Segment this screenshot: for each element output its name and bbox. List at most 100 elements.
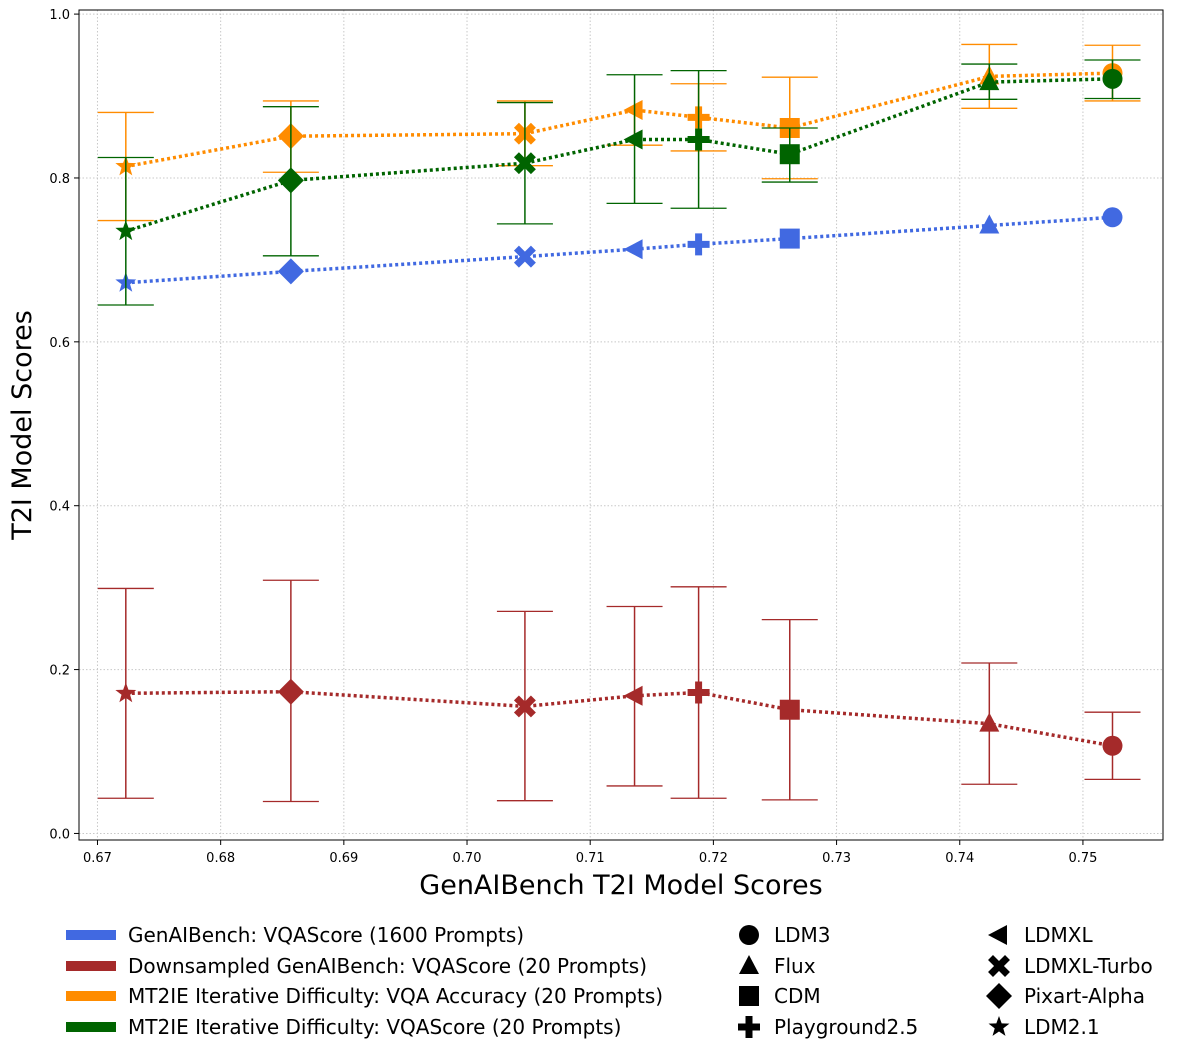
legend-entry: LDM2.1 — [986, 1012, 1153, 1043]
legend-entry: Downsampled GenAIBench: VQAScore (20 Pro… — [66, 951, 663, 982]
data-point-triangle-up — [979, 214, 1000, 234]
data-point-diamond — [277, 258, 304, 285]
y-tick-label: 0.6 — [49, 336, 70, 351]
legend-label: LDMXL-Turbo — [1024, 953, 1153, 978]
legend-entry: CDM — [736, 981, 918, 1012]
x-tick-label: 0.70 — [453, 851, 482, 866]
data-point-triangle-left — [623, 239, 643, 260]
triangle-left-marker — [988, 925, 1007, 946]
legend-label: Pixart-Alpha — [1024, 984, 1145, 1009]
series-3 — [97, 59, 1141, 306]
series — [97, 43, 1141, 803]
legend-entry: GenAIBench: VQAScore (1600 Prompts) — [66, 920, 663, 951]
data-point-square — [779, 699, 800, 720]
legend-swatch — [66, 960, 116, 971]
series-line — [125, 77, 1113, 233]
plot-frame — [78, 9, 1164, 841]
x-tick-label: 0.74 — [945, 851, 974, 866]
x-tick-label: 0.71 — [576, 851, 605, 866]
data-point-diamond — [277, 167, 304, 194]
legend-label: LDM2.1 — [1024, 1014, 1100, 1039]
x-tick-label: 0.68 — [206, 851, 235, 866]
plus-marker — [738, 1015, 760, 1038]
y-tick-label: 0.2 — [49, 664, 70, 679]
x-tick-label: 0.69 — [329, 851, 358, 866]
triangle-up-icon — [736, 953, 762, 979]
legend-series: GenAIBench: VQAScore (1600 Prompts) Downs… — [66, 920, 663, 1042]
chart-canvas: 0.67 0.68 0.69 0.70 0.71 0.72 0.73 0.74 0.75 0.0 0… — [7, 8, 1164, 901]
data-point-circle — [1102, 735, 1123, 756]
x-icon — [986, 953, 1012, 979]
y-tick-label: 0.4 — [49, 500, 70, 515]
data-point-x — [513, 695, 536, 718]
data-point-diamond — [277, 678, 304, 705]
data-point-x — [513, 245, 536, 268]
data-point-star — [115, 220, 137, 241]
y-tick-label: 0.8 — [49, 172, 70, 187]
x-marker — [988, 954, 1010, 977]
data-point-plus — [687, 128, 710, 151]
legend-label: LDMXL — [1024, 923, 1093, 948]
legend-entry: MT2IE Iterative Difficulty: VQAScore (20… — [66, 1012, 663, 1043]
plus-icon — [736, 1014, 762, 1040]
legend-markers: LDMXL LDMXL-Turbo Pixart-Alpha LDM2.1 — [986, 920, 1153, 1042]
y-tick-label: 1.0 — [49, 8, 70, 23]
data-point-star — [115, 682, 137, 703]
legend-swatch — [66, 991, 116, 1002]
triangle-up-marker — [739, 954, 759, 974]
diamond-icon — [986, 983, 1012, 1010]
legend-entry: LDM3 — [736, 920, 918, 951]
axis-ticks: 0.67 0.68 0.69 0.70 0.71 0.72 0.73 0.74 0.75 0.0 0… — [49, 8, 1097, 866]
x-tick-label: 0.73 — [822, 851, 851, 866]
grid — [79, 10, 1163, 840]
legend-entry: MT2IE Iterative Difficulty: VQA Accuracy… — [66, 981, 663, 1012]
data-point-plus — [687, 233, 710, 256]
legend-label: GenAIBench: VQAScore (1600 Prompts) — [128, 923, 525, 948]
data-point-circle — [1102, 68, 1123, 89]
data-point-triangle-up — [979, 712, 1000, 732]
legend-label: CDM — [774, 984, 821, 1009]
legend-entry: Playground2.5 — [736, 1012, 918, 1043]
series-0 — [115, 207, 1123, 292]
series-line — [125, 689, 1113, 748]
series-line — [125, 71, 1113, 169]
data-point-circle — [1102, 207, 1123, 228]
legend-entry: Pixart-Alpha — [986, 981, 1153, 1012]
legend-label: LDM3 — [774, 923, 831, 948]
series-line — [125, 215, 1113, 285]
data-point-triangle-left — [623, 685, 643, 706]
x-tick-label: 0.75 — [1068, 851, 1097, 866]
legend-label: MT2IE Iterative Difficulty: VQAScore (20… — [128, 1014, 622, 1039]
data-point-triangle-up — [979, 71, 1000, 91]
legend-entry: Flux — [736, 951, 918, 982]
diamond-marker — [986, 983, 1012, 1010]
square-icon — [736, 983, 762, 1009]
circle-marker — [739, 925, 759, 946]
y-tick-label: 0.0 — [49, 827, 70, 842]
x-axis-label: GenAIBench T2I Model Scores — [419, 870, 822, 901]
x-tick-label: 0.72 — [699, 851, 728, 866]
legend-label: Playground2.5 — [774, 1014, 919, 1039]
legend-label: Flux — [774, 953, 816, 978]
data-point-x — [513, 152, 536, 175]
star-icon — [986, 1014, 1012, 1040]
circle-icon — [736, 922, 762, 948]
legend-entry: LDMXL-Turbo — [986, 951, 1153, 982]
legend-swatch — [66, 1021, 116, 1032]
data-point-square — [779, 228, 800, 249]
legend-markers: LDM3 Flux CDM Playground2.5 — [736, 920, 918, 1042]
x-tick-label: 0.67 — [83, 851, 112, 866]
legend-entry: LDMXL — [986, 920, 1153, 951]
legend-swatch — [66, 930, 116, 941]
legend-label: Downsampled GenAIBench: VQAScore (20 Pro… — [128, 953, 648, 978]
star-marker — [988, 1015, 1010, 1036]
data-point-triangle-left — [623, 99, 643, 120]
triangle-left-icon — [986, 922, 1012, 948]
legend-label: MT2IE Iterative Difficulty: VQA Accuracy… — [128, 984, 664, 1009]
square-marker — [739, 986, 759, 1007]
data-point-square — [779, 144, 800, 165]
y-axis-label: T2I Model Scores — [7, 310, 38, 541]
data-point-plus — [687, 681, 710, 704]
series-2 — [97, 43, 1141, 222]
series-1 — [97, 579, 1141, 803]
